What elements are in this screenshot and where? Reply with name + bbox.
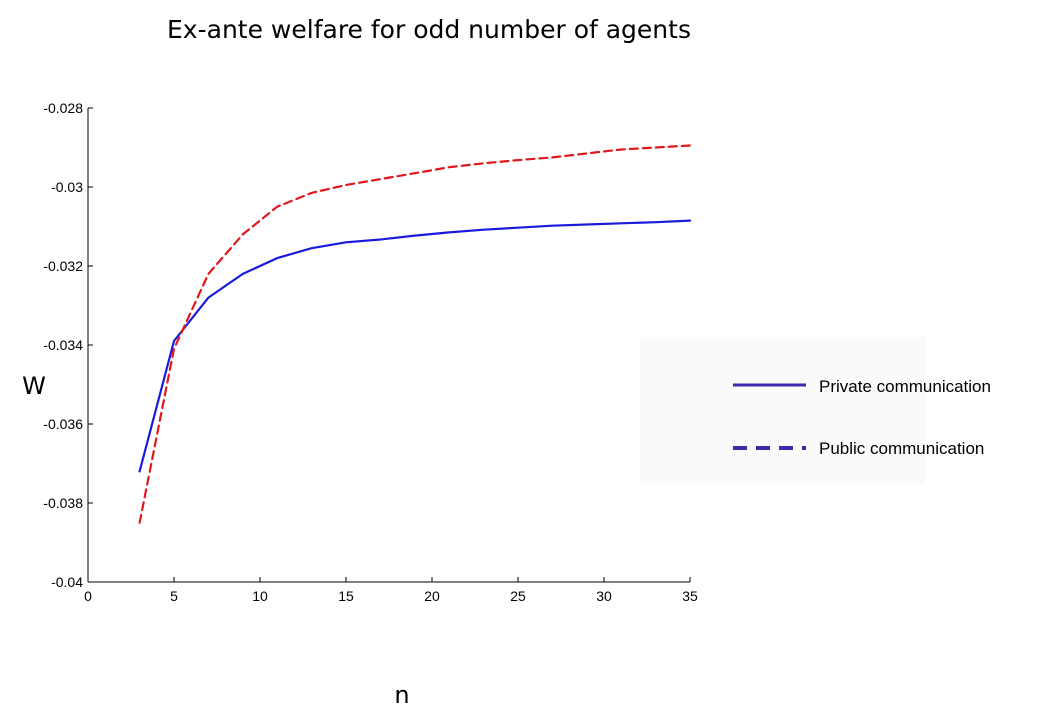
- legend-box: [640, 337, 925, 484]
- y-tick-label: -0.028: [43, 100, 83, 116]
- x-tick-label: 0: [84, 588, 92, 604]
- series-line-public: [138, 144, 692, 524]
- legend: Private communication Public communicati…: [640, 337, 991, 484]
- y-tick-label: -0.032: [43, 258, 83, 274]
- y-tick-label: -0.036: [43, 416, 83, 432]
- legend-label-private: Private communication: [819, 377, 991, 396]
- x-tick-label: 35: [682, 588, 698, 604]
- series-line-private: [138, 219, 692, 473]
- x-tick-label: 5: [170, 588, 178, 604]
- x-axis-label: n: [394, 681, 409, 709]
- y-tick-label: -0.038: [43, 495, 83, 511]
- chart-title: Ex-ante welfare for odd number of agents: [167, 15, 691, 44]
- x-tick-label: 20: [424, 588, 440, 604]
- series-group: [138, 144, 692, 524]
- y-tick-label: -0.04: [51, 574, 83, 590]
- x-tick-label: 25: [510, 588, 526, 604]
- y-ticks: -0.04 -0.038 -0.036 -0.034 -0.032 -0.03 -0.028: [43, 100, 93, 590]
- y-axis-label: W: [22, 372, 46, 400]
- x-tick-label: 15: [338, 588, 354, 604]
- y-tick-label: -0.034: [43, 337, 83, 353]
- plot-area: [87, 108, 690, 583]
- x-tick-label: 10: [252, 588, 268, 604]
- y-tick-label: -0.03: [51, 179, 83, 195]
- legend-label-public: Public communication: [819, 439, 984, 458]
- x-ticks: 0 5 10 15 20 25 30 35: [84, 577, 698, 604]
- x-tick-label: 30: [596, 588, 612, 604]
